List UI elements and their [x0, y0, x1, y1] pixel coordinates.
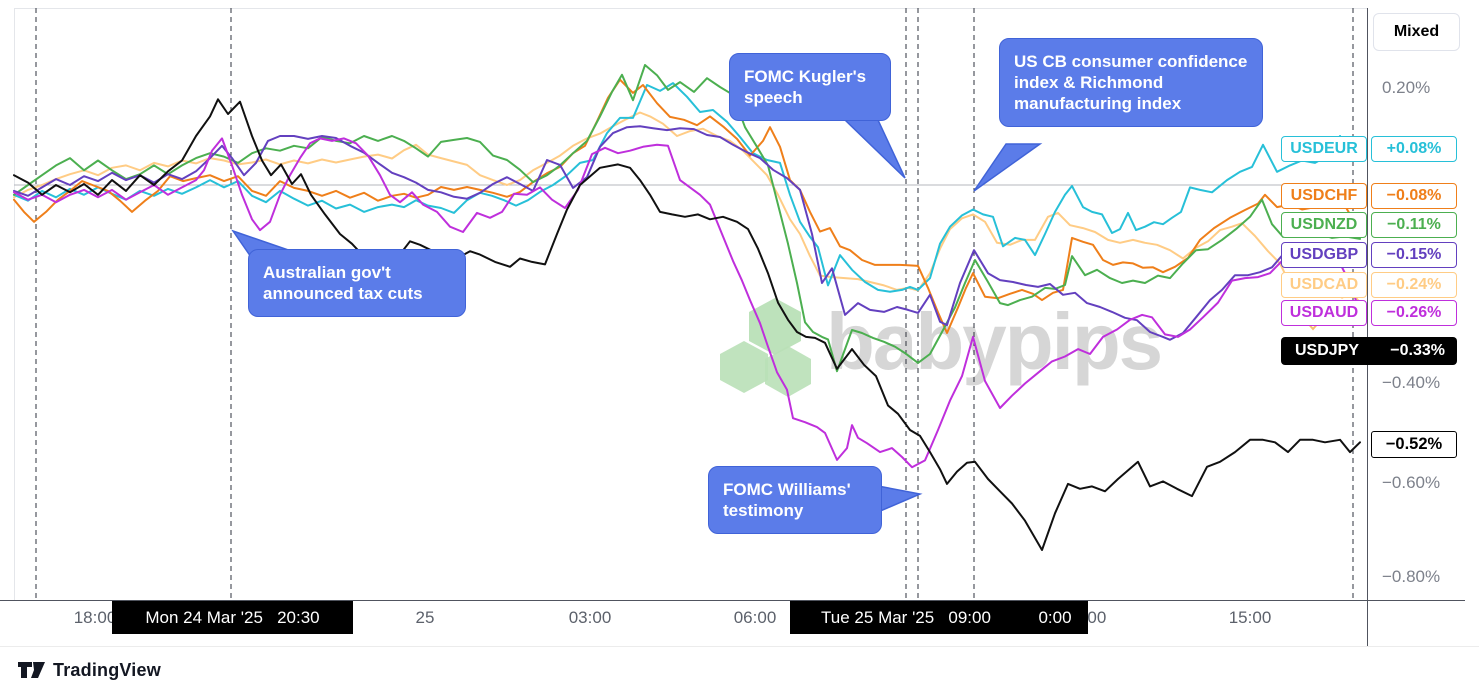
bottom-separator — [0, 646, 1479, 647]
callout-fomc-kugler: FOMC Kugler's speech — [729, 53, 891, 121]
plot-left-border — [14, 8, 15, 600]
callout-australian-tax-cuts: Australian gov't announced tax cuts — [248, 249, 466, 317]
event-time-label: 0:00 — [1022, 601, 1088, 634]
time-axis-line — [0, 600, 1465, 601]
time-tick: 15:00 — [1228, 608, 1272, 627]
series-line-usdjpy — [13, 98, 1361, 551]
series-line-usdaud — [13, 137, 1361, 469]
time-tick: 06:00 — [733, 608, 777, 627]
series-line-usdchf — [13, 78, 1361, 334]
series-line-usdeur — [13, 82, 1361, 293]
time-tick: 25 — [415, 608, 435, 627]
time-tick: 03:00 — [568, 608, 612, 627]
series-line-usdgbp — [13, 125, 1361, 341]
price-axis-line — [1367, 8, 1368, 646]
series-line-usdcad — [13, 111, 1361, 304]
plot-top-border — [14, 8, 1367, 9]
tradingview-icon — [18, 662, 45, 678]
event-time-label: Tue 25 Mar '25 09:00 — [790, 601, 1022, 634]
time-tick: 18:00 — [73, 608, 117, 627]
babypips-logo-cubes — [720, 298, 811, 397]
callout-fomc-williams: FOMC Williams' testimony — [708, 466, 882, 534]
tradingview-logo-text: TradingView — [53, 660, 161, 680]
callout-us-cb-richmond: US CB consumer confidence index & Richmo… — [999, 38, 1263, 127]
tradingview-logo[interactable]: TradingView — [18, 660, 161, 681]
event-time-label: Mon 24 Mar '25 20:30 — [112, 601, 353, 634]
